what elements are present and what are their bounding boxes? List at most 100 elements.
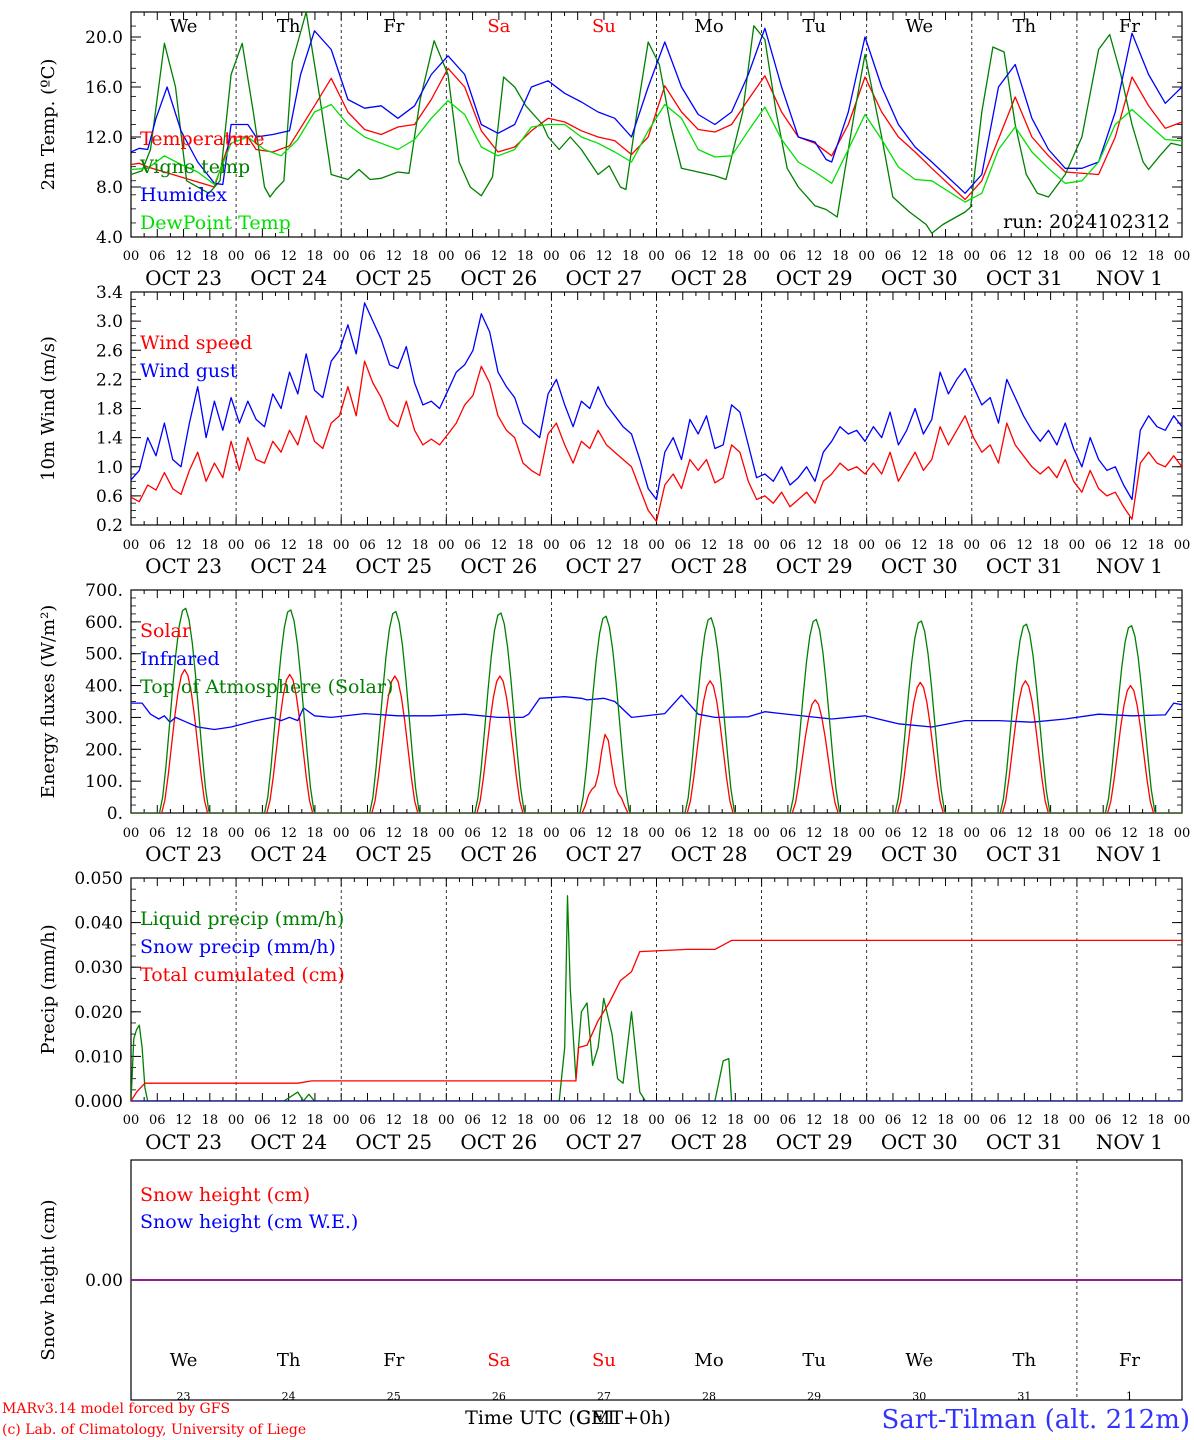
x-hour-label: 06 <box>149 249 166 264</box>
x-hour-label: 12 <box>596 538 613 553</box>
x-hour-label: 06 <box>359 538 376 553</box>
weekday-label: Th <box>1013 16 1037 37</box>
x-hour-label: 00 <box>858 249 875 264</box>
footer: MARv3.14 model forced by GFS (c) Lab. of … <box>2 1401 1190 1438</box>
y-tick-label: 0.020 <box>74 1003 123 1023</box>
x-hour-label: 00 <box>228 538 245 553</box>
x-hour-label: 18 <box>937 1113 954 1128</box>
weekday-label: Mo <box>694 16 723 37</box>
x-hour-label: 18 <box>832 826 849 841</box>
x-hour-label: 06 <box>990 538 1007 553</box>
legend-entry: Wind gust <box>140 360 238 382</box>
x-hour-label: 18 <box>937 249 954 264</box>
day-number-label: 30 <box>912 1390 926 1403</box>
x-hour-label: 06 <box>675 538 692 553</box>
x-hour-label: 06 <box>990 826 1007 841</box>
x-hour-label: 06 <box>149 1113 166 1128</box>
x-hour-label: 00 <box>438 249 455 264</box>
x-date-label: OCT 29 <box>776 266 853 290</box>
x-hour-label: 18 <box>1042 826 1059 841</box>
x-hour-label: 06 <box>990 249 1007 264</box>
x-hour-label: 06 <box>359 1113 376 1128</box>
x-hour-label: 12 <box>701 249 718 264</box>
y-tick-label: 600. <box>85 613 123 633</box>
x-hour-label: 12 <box>385 826 402 841</box>
site-name: Sart-Tilman (alt. 212m) <box>881 1405 1190 1435</box>
x-hour-label: 12 <box>491 826 508 841</box>
x-hour-label: 18 <box>307 826 324 841</box>
y-tick-label: 0.050 <box>74 869 123 889</box>
x-hour-label: 18 <box>412 1113 429 1128</box>
x-hour-label: 12 <box>280 249 297 264</box>
x-date-label: OCT 27 <box>566 554 643 578</box>
x-hour-label: 00 <box>333 249 350 264</box>
series-line-solar <box>131 668 1182 813</box>
x-hour-label: 12 <box>280 1113 297 1128</box>
x-hour-label: 06 <box>1095 826 1112 841</box>
x-hour-label: 18 <box>1147 538 1164 553</box>
x-hour-label: 18 <box>1042 1113 1059 1128</box>
y-axis-label: 2m Temp. (ºC) <box>38 59 59 191</box>
day-number-label: 28 <box>702 1390 716 1403</box>
y-tick-label: 2.2 <box>96 370 123 390</box>
x-hour-label: 06 <box>149 826 166 841</box>
x-date-label: OCT 28 <box>671 1130 748 1154</box>
x-hour-label: 18 <box>307 538 324 553</box>
y-tick-label: 0.000 <box>74 1092 123 1112</box>
x-hour-label: 00 <box>228 826 245 841</box>
y-tick-label: 300. <box>85 708 123 728</box>
x-hour-label: 12 <box>806 538 823 553</box>
x-hour-label: 18 <box>727 826 744 841</box>
x-hour-label: 00 <box>1174 249 1191 264</box>
y-axis-label: Energy fluxes (W/m²) <box>38 605 59 799</box>
run-label: run: 2024102312 <box>1003 211 1170 233</box>
weekday-label: Fr <box>1119 1350 1140 1371</box>
y-tick-label: 1.8 <box>96 400 123 420</box>
x-hour-label: 00 <box>858 538 875 553</box>
x-date-label: OCT 31 <box>986 842 1063 866</box>
x-hour-label: 00 <box>964 826 981 841</box>
x-hour-label: 00 <box>858 826 875 841</box>
y-tick-label: 4.0 <box>96 228 123 248</box>
x-hour-label: 00 <box>648 249 665 264</box>
y-axis-label: Snow height (cm) <box>38 1199 59 1360</box>
y-tick-label: 100. <box>85 772 123 792</box>
x-hour-label: 06 <box>780 249 797 264</box>
x-hour-label: 12 <box>1121 538 1138 553</box>
x-hour-label: 06 <box>464 249 481 264</box>
x-hour-label: 18 <box>202 1113 219 1128</box>
x-hour-label: 06 <box>885 1113 902 1128</box>
day-number-label: 24 <box>282 1390 296 1403</box>
x-date-label: OCT 24 <box>250 266 327 290</box>
x-hour-label: 18 <box>727 249 744 264</box>
x-hour-label: 00 <box>858 1113 875 1128</box>
legend-entry: Vigne temp <box>139 156 250 178</box>
x-hour-label: 18 <box>937 826 954 841</box>
x-axis-overprint: CET <box>576 1407 617 1429</box>
day-number-label: 23 <box>177 1390 191 1403</box>
x-hour-label: 06 <box>1095 538 1112 553</box>
x-hour-label: 18 <box>202 826 219 841</box>
x-hour-label: 06 <box>780 826 797 841</box>
x-hour-label: 12 <box>911 1113 928 1128</box>
x-hour-label: 06 <box>464 1113 481 1128</box>
x-hour-label: 12 <box>175 826 192 841</box>
series-line-dewpoint-temp <box>131 100 1182 203</box>
x-hour-label: 18 <box>832 538 849 553</box>
y-tick-label: 0.00 <box>85 1271 123 1291</box>
x-hour-label: 00 <box>123 538 140 553</box>
x-date-label: OCT 26 <box>460 554 537 578</box>
x-hour-label: 06 <box>254 1113 271 1128</box>
y-tick-label: 8.0 <box>96 178 123 198</box>
y-tick-label: 1.0 <box>96 458 123 478</box>
x-hour-label: 12 <box>596 826 613 841</box>
x-date-label: OCT 28 <box>671 554 748 578</box>
x-date-label: OCT 30 <box>881 842 958 866</box>
x-date-label: OCT 25 <box>355 842 432 866</box>
x-hour-label: 00 <box>1174 1113 1191 1128</box>
x-date-label: OCT 24 <box>250 842 327 866</box>
x-hour-label: 00 <box>1069 1113 1086 1128</box>
panel-5: 0.00 Snow height (cm) Snow height (cm) Snow… <box>38 1159 1183 1403</box>
day-number-label: 25 <box>387 1390 401 1403</box>
